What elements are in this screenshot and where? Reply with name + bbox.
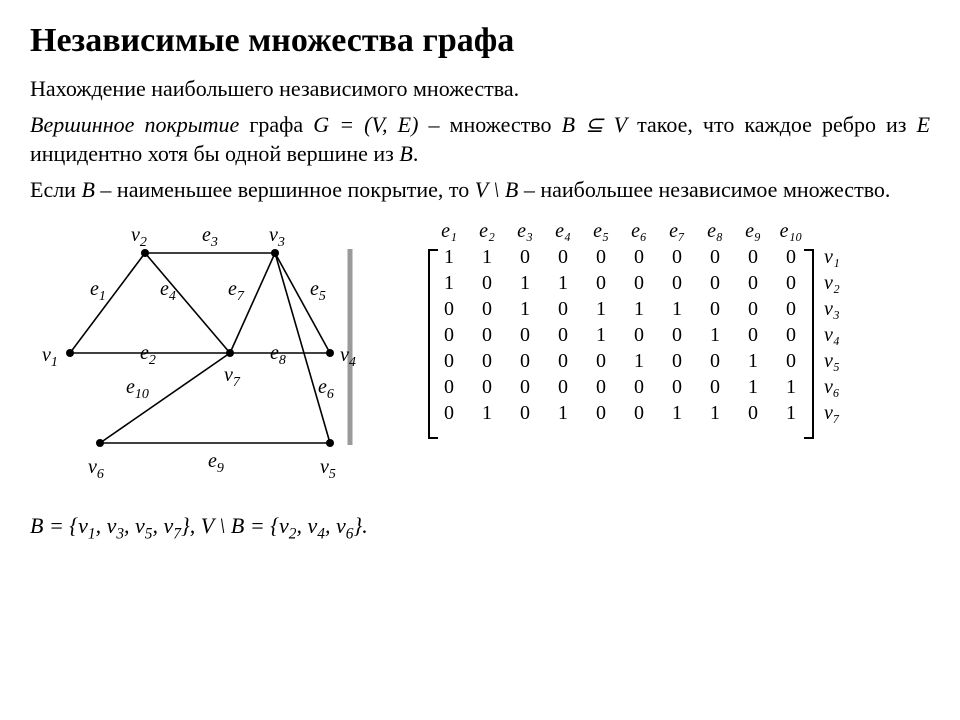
slide: Независимые множества графа Нахождение н…	[0, 0, 960, 720]
bracket-left	[428, 249, 438, 439]
result-sets: B = {v1, v3, v5, v7}, V \ B = {v2, v4, v…	[30, 513, 930, 543]
figure-row: e1 e2 e3 e4 e5 e6 e7 e8 e9 e10 v1 v2 v3 v4 v5 v6 v7 e₁e₂…	[30, 213, 930, 483]
svg-text:e7: e7	[228, 278, 245, 304]
svg-text:v2: v2	[131, 224, 147, 250]
svg-text:v5: v5	[320, 456, 336, 482]
svg-text:e4: e4	[160, 278, 176, 304]
svg-text:v3: v3	[269, 224, 285, 250]
paragraph-3: Если B – наименьшее вершинное покрытие, …	[30, 175, 930, 205]
svg-text:v6: v6	[88, 456, 104, 482]
svg-text:e10: e10	[126, 376, 149, 402]
svg-text:e5: e5	[310, 278, 326, 304]
svg-text:v4: v4	[340, 344, 356, 370]
bracket-right	[804, 249, 814, 439]
incidence-matrix: e₁e₂e₃e₄e₅e₆e₇e₈e₉e₁₀1100000000v₁1011000…	[430, 219, 960, 427]
svg-text:v1: v1	[42, 344, 58, 370]
svg-text:e2: e2	[140, 342, 156, 368]
svg-text:v7: v7	[224, 364, 241, 390]
paragraph-2: Вершинное покрытие графа G = (V, E) – мн…	[30, 110, 930, 169]
svg-text:e3: e3	[202, 224, 218, 250]
svg-text:e6: e6	[318, 376, 334, 402]
page-title: Независимые множества графа	[30, 22, 930, 60]
graph-diagram: e1 e2 e3 e4 e5 e6 e7 e8 e9 e10 v1 v2 v3 v4 v5 v6 v7	[30, 213, 400, 483]
paragraph-1: Нахождение наибольшего независимого множ…	[30, 74, 930, 104]
matrix-table: e₁e₂e₃e₄e₅e₆e₇e₈e₉e₁₀1100000000v₁1011000…	[430, 219, 862, 427]
svg-text:e9: e9	[208, 450, 224, 476]
svg-text:e8: e8	[270, 342, 286, 368]
term-vertex-cover: Вершинное покрытие	[30, 112, 239, 137]
svg-text:e1: e1	[90, 278, 106, 304]
